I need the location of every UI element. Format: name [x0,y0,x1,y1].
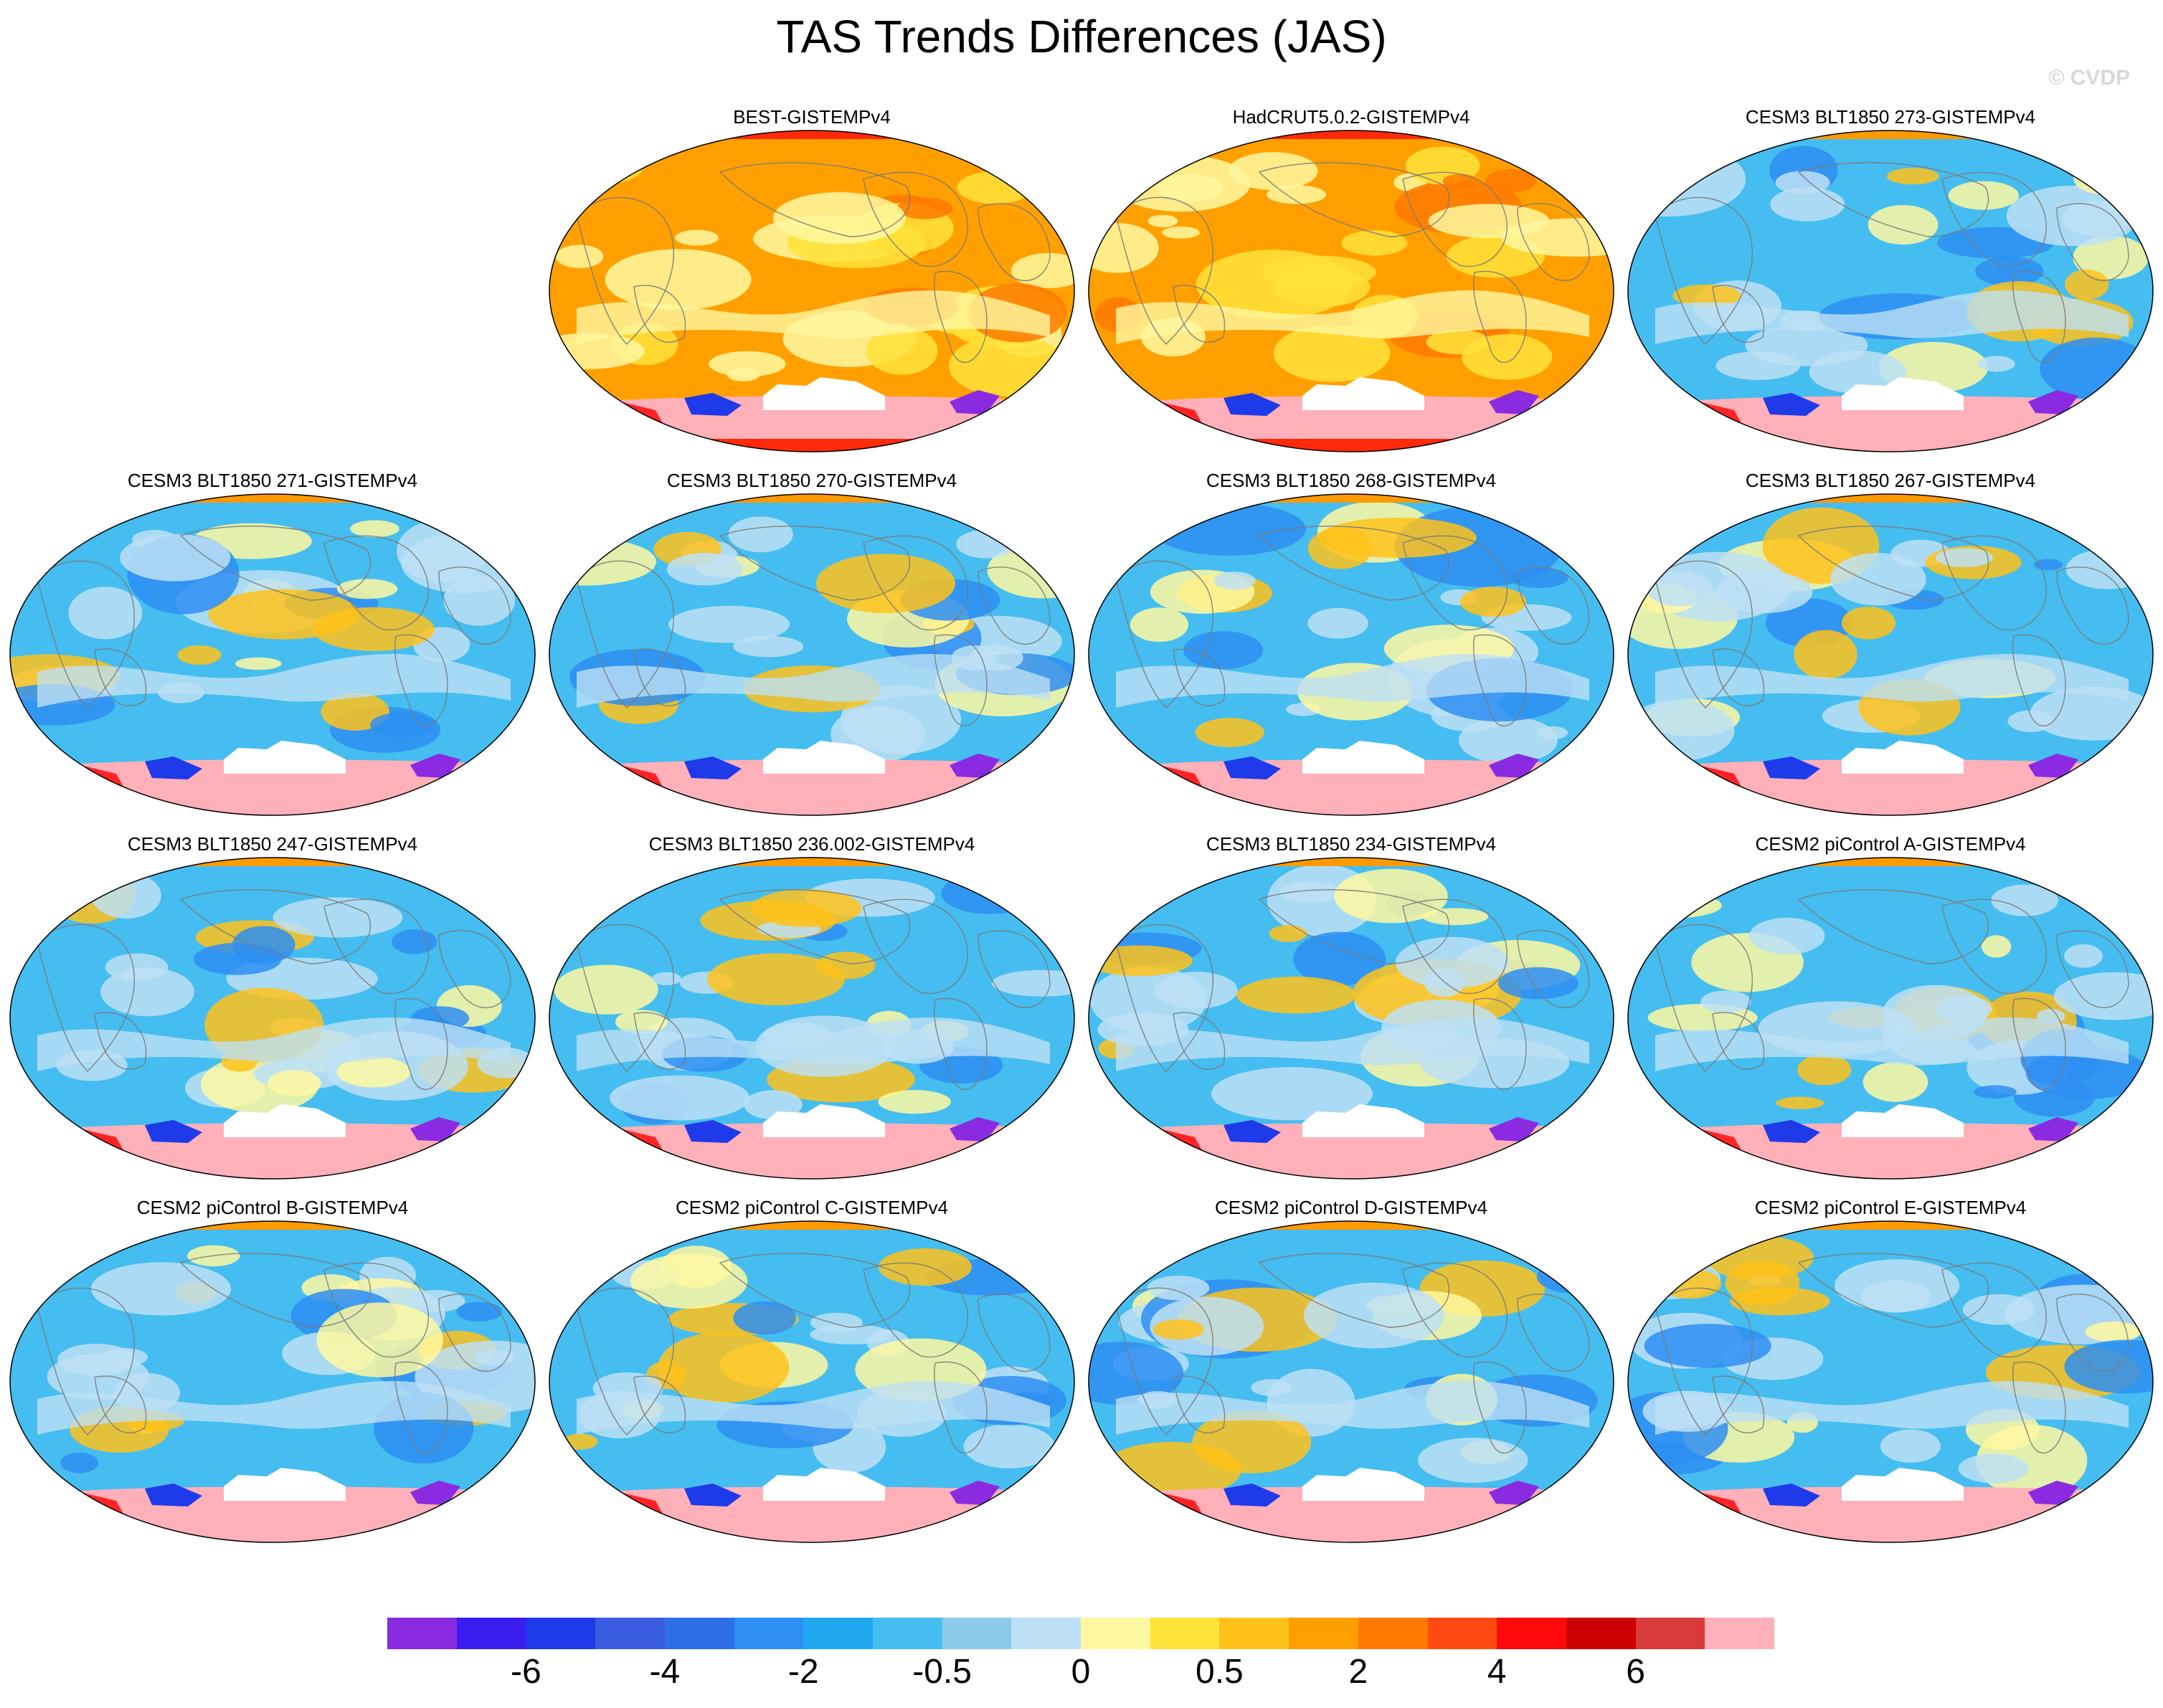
colorbar-tick-label: 4 [1487,1653,1507,1691]
colorbar-tick-label: -6 [511,1653,541,1691]
colorbar-tick-label: 6 [1626,1653,1645,1691]
colorbar-box [1705,1618,1775,1649]
figure-title: TAS Trends Differences (JAS) [776,11,1387,62]
panel-title: HadCRUT5.0.2-GISTEMPv4 [1232,106,1470,128]
colorbar-box [1150,1618,1220,1649]
map-panel: CESM3 BLT1850 271-GISTEMPv4 [0,470,545,821]
panel-title: CESM3 BLT1850 234-GISTEMPv4 [1206,833,1497,855]
map-panel: CESM3 BLT1850 236.002-GISTEMPv4 [539,833,1084,1185]
colorbar-box [1427,1618,1497,1649]
map-panel: CESM3 BLT1850 247-GISTEMPv4 [0,833,545,1185]
colorbar-box [664,1618,734,1649]
panel-title: CESM2 piControl A-GISTEMPv4 [1755,833,2026,855]
colorbar-tick-label: 2 [1348,1653,1368,1691]
globe-map [9,1220,536,1543]
map-panel: CESM2 piControl C-GISTEMPv4 [539,1197,1084,1548]
colorbar-box [387,1618,457,1649]
colorbar-box [1497,1618,1566,1649]
colorbar-box [1289,1618,1358,1649]
panel-title: CESM2 piControl B-GISTEMPv4 [136,1197,409,1218]
panel-title: CESM3 BLT1850 270-GISTEMPv4 [666,470,957,491]
map-panel: CESM3 BLT1850 268-GISTEMPv4 [1079,470,1624,821]
globe-map [9,857,536,1180]
colorbar-box [734,1618,804,1649]
map-panel: CESM2 piControl A-GISTEMPv4 [1618,833,2163,1185]
globe-map [9,493,536,816]
globe-map [549,857,1075,1180]
colorbar-tick-label: 0 [1071,1653,1091,1691]
globe-map [549,493,1075,816]
colorbar-box [456,1618,526,1649]
globe-map [1627,130,2154,452]
colorbar-box [1358,1618,1428,1649]
panel-title: CESM3 BLT1850 236.002-GISTEMPv4 [648,833,975,855]
map-panel: CESM3 BLT1850 267-GISTEMPv4 [1618,470,2163,821]
globe-map [1088,493,1614,816]
colorbar-box [1219,1618,1289,1649]
colorbar-box [1566,1618,1636,1649]
panel-title: CESM2 piControl D-GISTEMPv4 [1215,1197,1487,1218]
globe-map [549,1220,1075,1543]
colorbar-box [526,1618,596,1649]
globe-map [1627,1220,2154,1543]
panel-title: CESM3 BLT1850 267-GISTEMPv4 [1745,470,2036,491]
globe-map [1627,857,2154,1180]
colorbar-tick-label: -4 [649,1653,681,1691]
panel-title: CESM3 BLT1850 268-GISTEMPv4 [1206,470,1497,491]
globe-map [1088,857,1614,1180]
panel-title: CESM2 piControl C-GISTEMPv4 [676,1197,948,1218]
panel-title: CESM3 BLT1850 247-GISTEMPv4 [127,833,418,855]
colorbar-box [872,1618,942,1649]
map-panel: CESM3 BLT1850 273-GISTEMPv4 [1618,106,2163,457]
colorbar-tick-label: 0.5 [1196,1653,1244,1691]
credit-watermark: © CVDP [2048,66,2130,90]
map-panel: CESM2 piControl E-GISTEMPv4 [1618,1197,2163,1548]
colorbar-box [803,1618,873,1649]
globe-map [1088,1220,1614,1543]
colorbar-tick-label: -2 [787,1653,819,1691]
map-panel: CESM2 piControl B-GISTEMPv4 [0,1197,545,1548]
panel-title: CESM3 BLT1850 271-GISTEMPv4 [127,470,418,491]
map-panel: CESM2 piControl D-GISTEMPv4 [1079,1197,1624,1548]
map-panel: CESM3 BLT1850 234-GISTEMPv4 [1079,833,1624,1185]
colorbar-box [1635,1618,1705,1649]
colorbar-box [1081,1618,1150,1649]
panel-title: CESM3 BLT1850 273-GISTEMPv4 [1745,106,2036,128]
colorbar-tick-label: -0.5 [912,1653,972,1691]
panel-title: CESM2 piControl E-GISTEMPv4 [1754,1197,2027,1218]
panel-title: BEST-GISTEMPv4 [733,106,891,128]
map-panel: HadCRUT5.0.2-GISTEMPv4 [1079,106,1624,457]
colorbar-box [942,1618,1012,1649]
map-panel: BEST-GISTEMPv4 [539,106,1084,457]
globe-map [1627,493,2154,816]
colorbar-box [595,1618,665,1649]
colorbar-labels: -6 -4 -2 -0.5 0 0.5 2 4 6 [0,1649,2163,1692]
colorbar [387,1618,1775,1649]
globe-map [549,130,1075,452]
globe-map [1088,130,1614,452]
colorbar-box [1011,1618,1082,1649]
map-panel: CESM3 BLT1850 270-GISTEMPv4 [539,470,1084,821]
